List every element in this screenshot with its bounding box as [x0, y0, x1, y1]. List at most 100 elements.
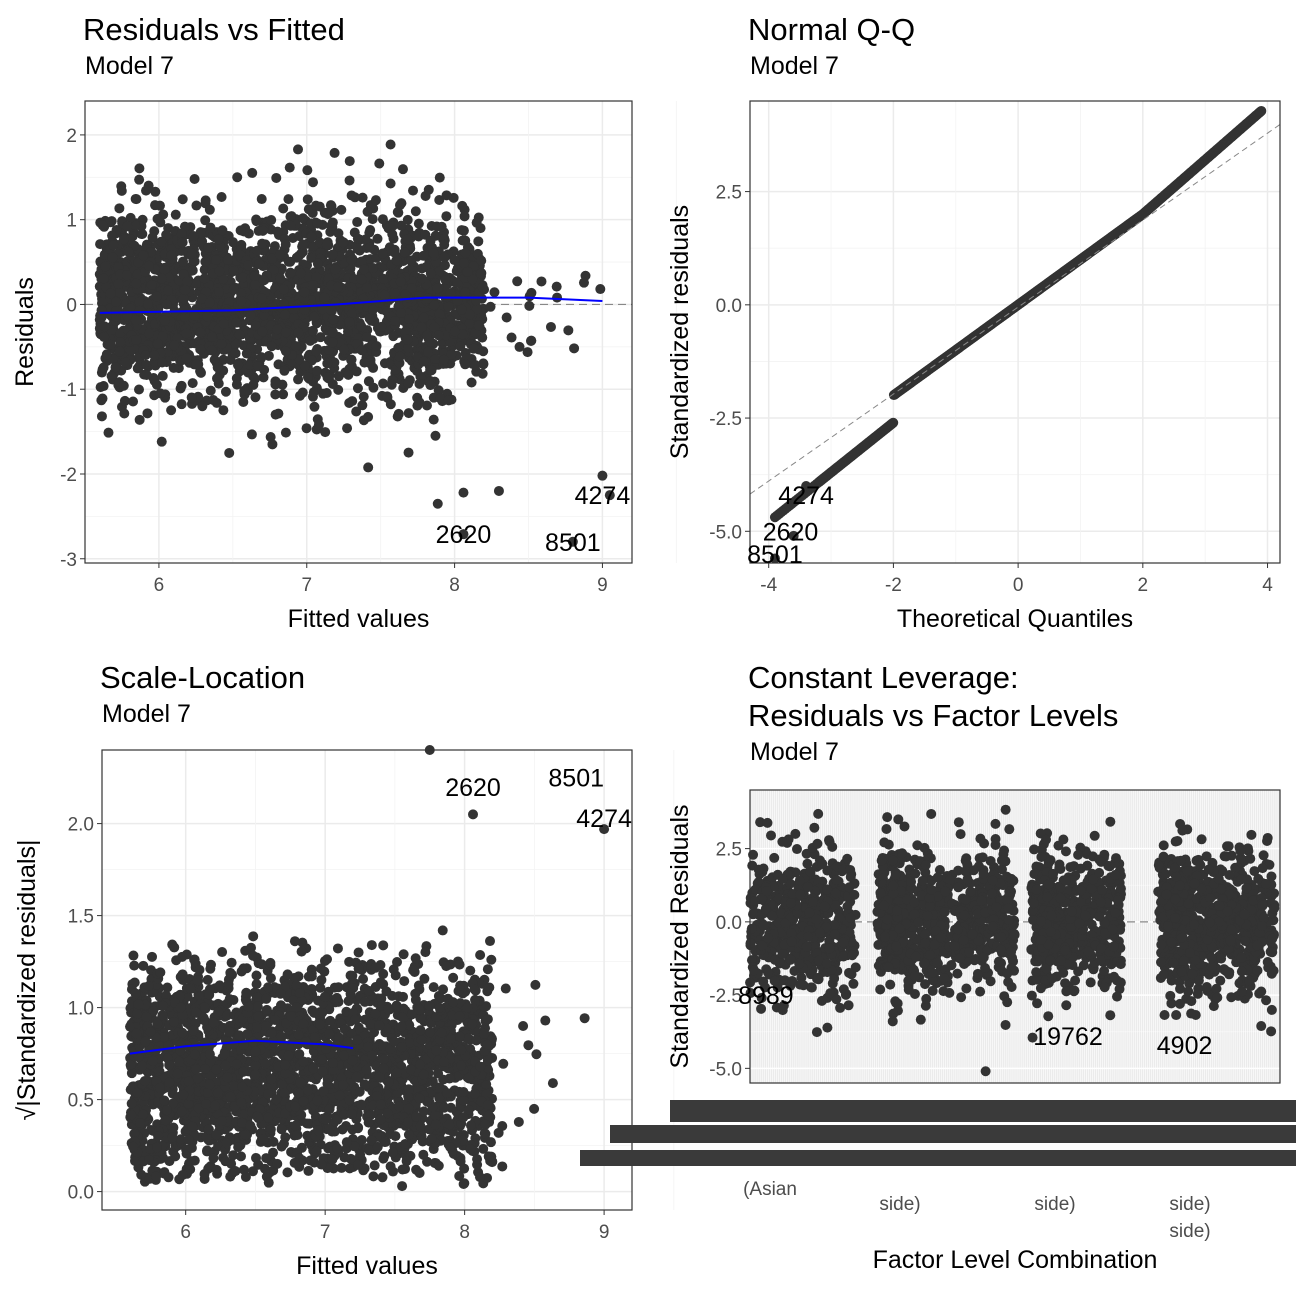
data-point	[357, 192, 368, 203]
data-point	[346, 354, 357, 365]
data-point	[241, 348, 252, 359]
data-point	[278, 1138, 289, 1149]
data-point	[418, 312, 429, 323]
data-point	[114, 346, 125, 357]
data-point	[301, 423, 312, 434]
data-point	[305, 335, 316, 346]
data-point	[468, 343, 479, 354]
data-point	[392, 956, 403, 967]
data-point	[425, 235, 436, 246]
data-point	[151, 379, 162, 390]
x-tick-label: 0	[1013, 575, 1024, 596]
outlier-label: 4274	[778, 482, 834, 510]
data-point	[150, 200, 161, 211]
data-point	[344, 175, 355, 186]
data-point	[356, 345, 367, 356]
data-point	[199, 273, 210, 284]
data-point	[457, 200, 468, 211]
data-point	[130, 220, 141, 231]
data-point	[462, 266, 473, 277]
data-point	[131, 194, 142, 205]
data-point	[408, 185, 419, 196]
data-point	[359, 264, 370, 275]
data-point	[134, 414, 145, 425]
data-point	[395, 308, 406, 319]
data-point	[295, 268, 306, 279]
data-point	[524, 291, 535, 302]
data-point	[134, 305, 145, 316]
data-point	[141, 185, 152, 196]
data-point	[397, 1181, 408, 1192]
panel-title: Scale-Location	[100, 660, 305, 695]
y-tick-label: 2.5	[716, 183, 742, 204]
data-point	[189, 173, 200, 184]
data-point	[337, 237, 348, 248]
data-point	[263, 350, 274, 361]
data-point	[485, 1137, 496, 1148]
data-point	[356, 321, 367, 332]
data-point	[389, 287, 400, 298]
data-point	[439, 239, 450, 250]
data-point	[111, 296, 122, 307]
data-point	[212, 373, 223, 384]
data-point	[105, 339, 116, 350]
data-point	[182, 276, 193, 287]
data-point	[134, 296, 145, 307]
data-point	[449, 255, 460, 266]
x-tick-label: 8	[449, 575, 460, 596]
data-point	[230, 348, 241, 359]
data-point	[321, 207, 332, 218]
data-point	[251, 214, 262, 225]
data-point	[275, 273, 286, 284]
x-tick-label: 9	[597, 575, 608, 596]
data-point	[129, 960, 140, 971]
data-point	[425, 380, 436, 391]
data-point	[221, 306, 232, 317]
data-point	[200, 195, 211, 206]
data-point	[105, 288, 116, 299]
data-point	[456, 304, 467, 315]
data-point	[434, 195, 445, 206]
data-point	[140, 350, 151, 361]
data-point	[399, 247, 410, 258]
data-point	[266, 341, 277, 352]
data-point	[377, 214, 388, 225]
data-point	[313, 419, 324, 430]
data-point	[228, 284, 239, 295]
data-point	[410, 206, 421, 217]
data-point	[280, 346, 291, 357]
data-point	[321, 387, 332, 398]
data-point	[336, 204, 347, 215]
data-point	[200, 256, 211, 267]
data-point	[283, 256, 294, 267]
data-point	[220, 386, 231, 397]
data-point	[312, 365, 323, 376]
panel-subtitle: Model 7	[85, 52, 174, 80]
data-point	[330, 264, 341, 275]
data-point	[107, 252, 118, 263]
data-point	[414, 378, 425, 389]
outlier-label: 4274	[575, 482, 631, 510]
data-point	[200, 215, 211, 226]
y-tick-label: 0.0	[716, 296, 742, 317]
data-point	[368, 382, 379, 393]
data-point	[457, 235, 468, 246]
data-point	[372, 233, 383, 244]
data-point	[378, 378, 389, 389]
data-point	[473, 320, 484, 331]
data-point	[243, 260, 254, 271]
data-point	[177, 237, 188, 248]
data-point	[485, 301, 496, 312]
data-point	[147, 951, 158, 962]
data-point	[352, 217, 363, 228]
data-point	[157, 370, 168, 381]
data-point	[274, 249, 285, 260]
data-point	[388, 220, 399, 231]
data-point	[251, 979, 262, 990]
data-point	[385, 399, 396, 410]
data-point	[308, 387, 319, 398]
data-point	[397, 991, 408, 1002]
data-point	[113, 279, 124, 290]
data-point	[362, 206, 373, 217]
data-point	[120, 357, 131, 368]
